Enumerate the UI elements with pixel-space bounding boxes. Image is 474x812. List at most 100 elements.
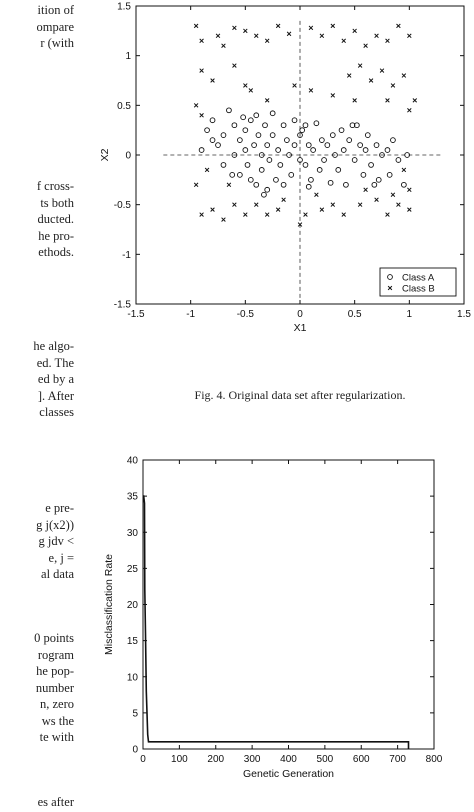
text-line: e, j = — [48, 550, 74, 565]
class-b-point — [341, 38, 346, 44]
legend-marker — [387, 274, 393, 280]
x-tick-label: 400 — [280, 754, 297, 765]
x-tick-label: 600 — [353, 754, 370, 765]
class-a-point — [280, 122, 287, 129]
y-tick-label: 0 — [125, 151, 131, 162]
y-tick-label: 1.5 — [117, 2, 131, 13]
class-b-point — [292, 83, 297, 88]
text-line: he pop- — [36, 664, 74, 678]
class-a-point — [237, 172, 243, 178]
class-b-point — [281, 197, 286, 202]
x-tick-label: 700 — [389, 754, 406, 765]
x-tick-label: 100 — [171, 754, 188, 765]
class-a-point — [277, 162, 284, 168]
text-line: ition of — [37, 3, 74, 17]
class-b-point — [243, 212, 248, 217]
class-b-point — [319, 33, 325, 39]
x-tick-label: 300 — [244, 754, 261, 765]
x-tick-label: 0 — [140, 754, 146, 765]
class-a-point — [273, 176, 279, 183]
left-column-block-6: es after — [0, 794, 74, 811]
class-a-point — [240, 114, 246, 121]
class-a-point — [247, 117, 254, 124]
class-b-point — [254, 202, 259, 207]
class-b-point — [193, 23, 199, 29]
class-b-point — [243, 83, 248, 88]
class-a-point — [313, 120, 320, 127]
y-tick-label: 25 — [127, 564, 139, 575]
class-b-point — [275, 207, 281, 212]
class-b-point — [199, 68, 204, 73]
class-a-point — [321, 157, 327, 163]
class-a-point — [299, 127, 306, 134]
text-line: ethods. — [38, 245, 74, 259]
text-line: al data — [41, 567, 74, 581]
y-tick-label: 10 — [127, 672, 139, 683]
class-b-point — [385, 98, 390, 103]
class-a-point — [390, 137, 396, 143]
class-b-point — [401, 167, 407, 173]
y-tick-label: 1 — [125, 51, 131, 62]
left-column-block-3: he algo- ed. The ed by a ]. After classe… — [0, 338, 74, 421]
class-b-point — [286, 31, 292, 37]
class-b-point — [352, 28, 357, 34]
class-b-point — [330, 23, 336, 29]
class-a-point — [204, 127, 210, 134]
legend-marker — [387, 285, 393, 291]
class-a-point — [338, 127, 345, 134]
class-a-point — [269, 110, 276, 117]
class-a-point — [335, 167, 342, 173]
class-a-point — [379, 152, 385, 158]
class-b-point — [407, 207, 412, 212]
class-b-point — [330, 202, 336, 207]
text-line: te with — [39, 730, 74, 744]
class-a-point — [386, 172, 393, 178]
class-b-point — [374, 33, 379, 39]
class-b-point — [308, 25, 314, 31]
class-b-point — [193, 103, 199, 108]
text-line: n, zero — [39, 697, 74, 711]
class-a-point — [297, 157, 303, 163]
class-b-point — [407, 33, 412, 39]
class-a-point — [343, 181, 349, 188]
class-b-point — [297, 222, 303, 227]
class-a-point — [286, 152, 292, 158]
text-line: number — [35, 680, 74, 695]
class-a-point — [231, 152, 238, 158]
class-b-point — [319, 207, 325, 212]
class-a-point — [220, 162, 227, 168]
figure-4-scatter-plot: -1.5 -1 -0.5 0 0.5 1 1.5 -1.5 -1 -0.5 0 0.5 1 1.5 X1 X2… — [99, 2, 471, 335]
class-b-point — [254, 33, 259, 39]
class-b-point — [232, 63, 237, 68]
class-b-point — [210, 78, 215, 83]
text-line: rogram — [37, 647, 74, 662]
class-b-point — [193, 182, 199, 188]
text-line: classes — [39, 405, 74, 419]
class-a-point — [305, 142, 312, 148]
class-a-point — [384, 147, 391, 153]
class-b-point — [210, 207, 215, 212]
class-b-point — [264, 98, 270, 103]
y-tick-label: 30 — [127, 528, 139, 539]
class-a-point — [284, 137, 290, 143]
class-a-point — [288, 172, 295, 178]
text-line: es after — [37, 795, 74, 809]
y-tick-label: -0.5 — [114, 200, 132, 211]
class-a-point — [329, 132, 336, 138]
class-b-point — [346, 73, 352, 78]
y-tick-label: 15 — [127, 636, 139, 647]
text-line: r (with — [40, 36, 74, 50]
class-a-point — [237, 137, 243, 143]
class-a-point — [302, 162, 309, 168]
class-a-point — [242, 127, 249, 134]
class-b-point — [401, 73, 407, 78]
text-line: he pro- — [38, 228, 74, 243]
class-b-point — [385, 212, 390, 217]
text-line: ws the — [41, 713, 74, 728]
class-a-point — [351, 157, 358, 163]
x-tick-label: -0.5 — [237, 309, 255, 320]
class-a-point — [258, 152, 265, 158]
y-tick-label: 40 — [127, 456, 139, 467]
class-b-point — [396, 23, 401, 29]
class-a-point — [220, 132, 227, 138]
